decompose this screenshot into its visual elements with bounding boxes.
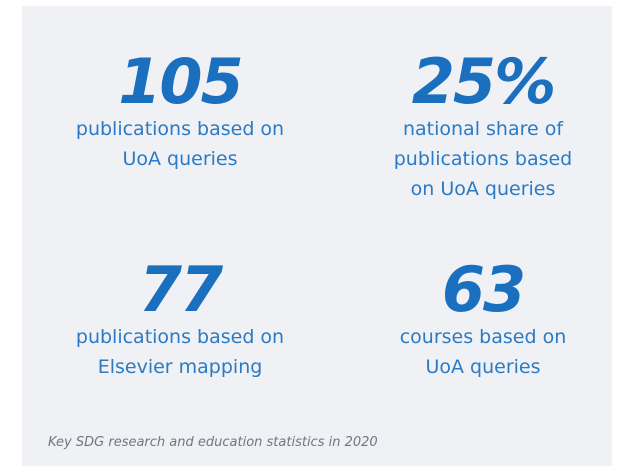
stat-label: Elsevier mapping xyxy=(97,356,263,378)
stat-label: national share of xyxy=(402,118,564,140)
stat-value: 77 xyxy=(138,253,223,326)
stat-label: publications based on xyxy=(75,326,285,348)
stat-value: 25% xyxy=(411,45,556,118)
stat-value: 105 xyxy=(118,45,243,118)
stat-label: courses based on xyxy=(399,326,567,348)
stat: 63 courses based on UoA queries xyxy=(338,258,628,382)
stat-label: UoA queries xyxy=(425,356,541,378)
stat-label: publications based xyxy=(393,148,573,170)
stat: 77 publications based on Elsevier mapping xyxy=(35,258,325,382)
stat-label: publications based on xyxy=(75,118,285,140)
stat: 25% national share of publications based on… xyxy=(338,50,628,204)
stat-value: 63 xyxy=(441,253,526,326)
caption: Key SDG research and education statistic… xyxy=(48,435,378,450)
stat-label: UoA queries xyxy=(122,148,238,170)
stat: 105 publications based on UoA queries xyxy=(35,50,325,174)
panel xyxy=(22,6,612,466)
stat-label: on UoA queries xyxy=(410,178,556,200)
